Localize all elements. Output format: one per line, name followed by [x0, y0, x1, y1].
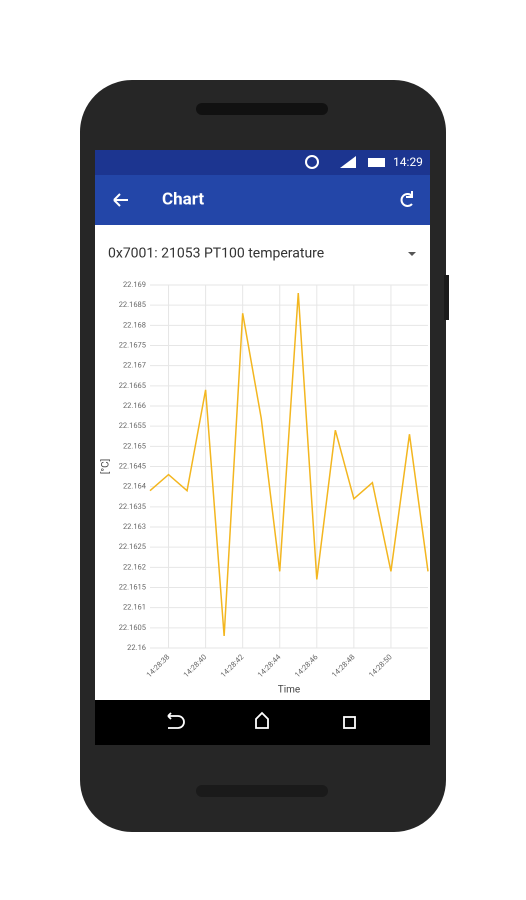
y-tick-label: 22.168 — [123, 320, 146, 329]
refresh-button[interactable] — [400, 191, 413, 207]
speaker — [196, 785, 328, 797]
y-axis-label: [°C] — [100, 459, 112, 475]
y-tick-label: 22.169 — [123, 280, 146, 289]
y-tick-label: 22.16 — [127, 643, 146, 652]
dropdown-arrow[interactable] — [408, 252, 416, 256]
y-tick-label: 22.1655 — [119, 421, 146, 430]
y-tick-label: 22.167 — [123, 361, 146, 370]
nav-bar — [95, 700, 430, 745]
nav-recents[interactable] — [343, 716, 356, 729]
y-tick-label: 22.161 — [123, 603, 146, 612]
y-tick-label: 22.1635 — [119, 502, 146, 511]
y-tick-label: 22.1675 — [119, 340, 146, 349]
y-tick-label: 22.164 — [123, 482, 147, 491]
battery-icon — [368, 158, 385, 167]
sensor-selector[interactable]: 0x7001: 21053 PT100 temperature — [108, 246, 324, 262]
data-line — [149, 293, 429, 636]
y-tick-label: 22.1605 — [119, 623, 146, 632]
nav-back[interactable] — [167, 712, 185, 729]
y-tick-label: 22.163 — [123, 522, 146, 531]
y-tick-label: 22.1625 — [119, 542, 146, 551]
y-tick-label: 22.166 — [123, 401, 146, 410]
x-axis-label: Time — [278, 685, 300, 696]
status-icon — [305, 155, 319, 169]
y-tick-label: 22.1685 — [119, 300, 146, 309]
signal-icon — [340, 156, 356, 168]
back-button[interactable] — [113, 193, 128, 207]
app-bar — [95, 175, 430, 225]
app-title: Chart — [162, 189, 204, 209]
y-tick-label: 22.1645 — [119, 461, 146, 470]
display — [95, 150, 430, 745]
y-tick-label: 22.162 — [123, 562, 146, 571]
speaker — [196, 103, 328, 115]
y-tick-label: 22.1665 — [119, 381, 146, 390]
y-tick-label: 22.165 — [123, 441, 146, 450]
nav-home[interactable] — [255, 711, 269, 729]
y-tick-label: 22.1615 — [119, 582, 146, 591]
side-button — [444, 275, 449, 320]
status-time: 14:29 — [393, 155, 423, 169]
